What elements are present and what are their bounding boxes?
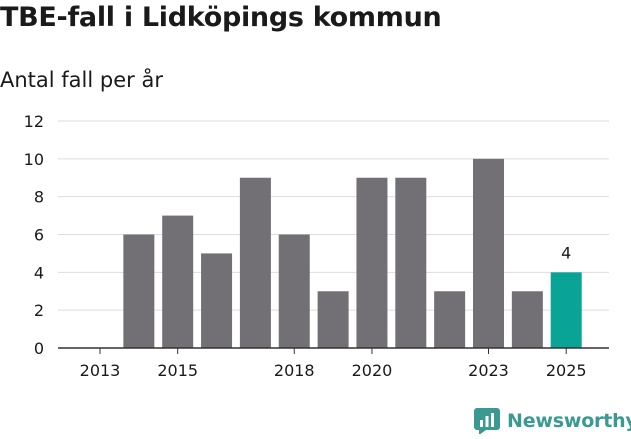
bar-chart: 0 2 4 6 8 10 12 4 2013 2015 2018 2020 2023 2025 <box>24 112 609 380</box>
x-tick-label: 2025 <box>546 361 587 380</box>
bar <box>162 215 194 348</box>
bar <box>356 177 388 348</box>
bar <box>201 253 233 348</box>
newsworthy-logo: Newsworthy <box>474 408 631 434</box>
bar <box>434 291 466 348</box>
bar <box>550 272 582 348</box>
bar-chart-logo-icon <box>474 408 500 434</box>
y-tick-label: 0 <box>34 339 44 358</box>
chart-subtitle: Antal fall per år <box>0 68 163 92</box>
y-tick-label: 4 <box>34 263 44 282</box>
bar <box>278 234 310 348</box>
bar <box>395 177 427 348</box>
y-tick-label: 12 <box>24 112 44 131</box>
x-tick-label: 2015 <box>157 361 198 380</box>
bar <box>123 234 155 348</box>
y-tick-label: 2 <box>34 301 44 320</box>
data-label: 4 <box>561 243 571 262</box>
y-tick-label: 6 <box>34 226 44 245</box>
bar <box>511 291 543 348</box>
bar <box>317 291 349 348</box>
x-tick-label: 2023 <box>468 361 509 380</box>
chart-title: TBE-fall i Lidköpings kommun <box>0 2 442 33</box>
y-tick-label: 8 <box>34 188 44 207</box>
x-tick-label: 2013 <box>80 361 121 380</box>
bar <box>239 177 271 348</box>
x-tick-label: 2020 <box>352 361 393 380</box>
brand-name: Newsworthy <box>507 410 631 432</box>
x-tick-label: 2018 <box>274 361 315 380</box>
y-tick-label: 10 <box>24 150 44 169</box>
bar <box>473 158 504 348</box>
